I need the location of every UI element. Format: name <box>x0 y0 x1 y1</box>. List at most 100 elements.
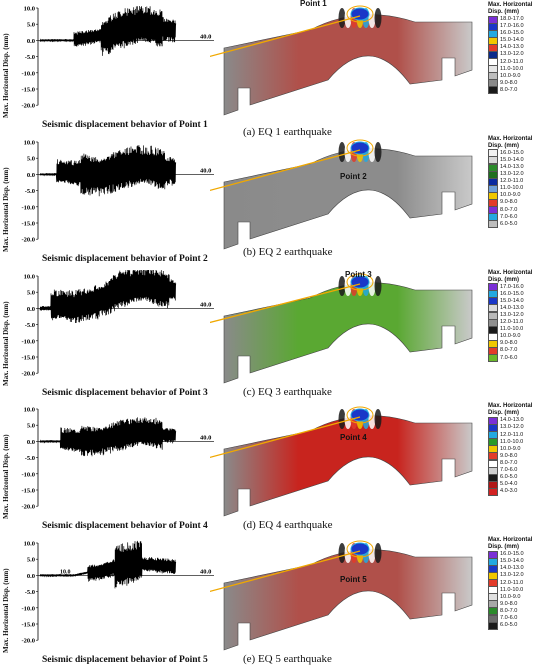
x-end-label: 40.0 <box>200 301 211 308</box>
y-tick-label: 10.0 <box>24 139 35 146</box>
legend-range-label: 16.0-15.0 <box>500 551 524 558</box>
displacement-time-plot: 10.05.00.0-5.0-10.0-15.0-20.040.010.0Tim… <box>21 541 214 645</box>
legend-item: 8.0-7.0 <box>488 86 546 95</box>
stress-band <box>344 543 352 564</box>
panel-eq-4: Max. Horizontal Disp. (mm) 10.0 5.0 0.0 -5.0… <box>0 401 550 535</box>
y-axis-label: Max. Horizontal Disp. (mm) <box>2 33 10 118</box>
legend-swatch <box>488 487 498 496</box>
legend-range-label: 13.0-12.0 <box>500 171 524 178</box>
legend-range-label: 17.0-16.0 <box>500 283 524 290</box>
legend-range-label: 12.0-11.0 <box>500 319 524 326</box>
legend-range-label: 11.0-10.0 <box>500 326 524 333</box>
bridge-model <box>210 406 473 517</box>
y-tick-label: -5.0 <box>25 322 35 329</box>
panel-eq-5: Max. Horizontal Disp. (mm) 10.0 5.0 0.0 -5.0… <box>0 535 550 669</box>
legend-title: Max. Horizontal Disp. (mm) <box>488 537 533 551</box>
y-tick-label: 0.0 <box>27 172 35 179</box>
stress-band <box>344 8 352 28</box>
x-end-label: 40.0 <box>200 569 211 576</box>
legend-range-label: 7.0-6.0 <box>500 467 518 474</box>
y-tick-label: -20.0 <box>21 103 35 110</box>
legend-title: Max. Horizontal Disp. (mm) <box>488 135 533 149</box>
point-highlight-ring <box>346 139 374 157</box>
x-end-label: 40.0 <box>200 167 211 174</box>
y-tick-label: 0.0 <box>27 439 35 446</box>
legend-swatch <box>488 86 498 95</box>
plot-title: Seismic displacement behavior of Point 2 <box>42 253 208 264</box>
y-tick-label: -5.0 <box>25 54 35 61</box>
legend-range-label: 10.0-9.0 <box>500 593 521 600</box>
y-tick-label: 10.0 <box>24 541 35 548</box>
bridge-model <box>210 273 473 384</box>
legend-range-label: 7.0-6.0 <box>500 615 518 622</box>
y-tick-label: -15.0 <box>21 220 35 227</box>
callout-arrow <box>210 282 361 323</box>
y-tick-label: 0.0 <box>27 573 35 580</box>
color-legend: Max. Horizontal Disp. (mm) 16.0-15.0 15.0-… <box>488 537 546 630</box>
y-tick-label: -15.0 <box>21 354 35 361</box>
panel-caption: (d) EQ 4 earthquake <box>243 519 333 532</box>
y-tick-label: 10.0 <box>24 6 35 13</box>
stress-band <box>338 141 346 162</box>
legend-range-label: 6.0-5.0 <box>500 220 518 227</box>
legend-range-label: 13.0-12.0 <box>500 311 524 318</box>
legend-range-label: 7.0-6.0 <box>500 213 518 220</box>
callout-arrow <box>210 149 361 191</box>
y-tick-label: 0.0 <box>27 38 35 45</box>
legend-range-label: 13.0-12.0 <box>500 51 524 58</box>
legend-range-label: 9.0-8.0 <box>500 199 518 206</box>
y-tick-label: -15.0 <box>21 622 35 629</box>
plot-title: Seismic displacement behavior of Point 4 <box>42 521 208 532</box>
stress-band <box>374 8 382 28</box>
panel-caption: (e) EQ 5 earthquake <box>243 653 332 666</box>
legend-range-label: 8.0-7.0 <box>500 347 518 354</box>
displacement-signal <box>39 144 177 196</box>
displacement-signal <box>39 5 177 56</box>
y-tick-label: -10.0 <box>21 472 35 479</box>
displacement-time-plot: 10.0 5.0 0.0 -5.0 -10.0 -15.0 -20.0 40.0 <box>21 5 214 110</box>
legend-range-label: 13.0-12.0 <box>500 424 524 431</box>
legend-range-label: 14.0-13.0 <box>500 163 524 170</box>
point-label: Point 3 <box>345 269 372 279</box>
legend-range-label: 10.0-9.0 <box>500 445 521 452</box>
y-tick-label: -10.0 <box>21 605 35 612</box>
y-tick-label: -10.0 <box>21 204 35 211</box>
callout-arrow <box>210 550 361 593</box>
y-tick-label: -10.0 <box>21 338 35 345</box>
y-tick-label: 5.0 <box>27 155 35 162</box>
bridge-body <box>223 549 473 651</box>
legend-swatch <box>488 354 498 363</box>
y-axis-label: Max. Horizontal Disp. (mm) <box>2 167 10 252</box>
point-highlight-ring <box>346 406 374 424</box>
legend-range-label: 15.0-14.0 <box>500 156 524 163</box>
stress-band <box>344 409 352 430</box>
stress-band <box>368 409 376 430</box>
stress-band <box>338 409 346 430</box>
color-legend: Max. Horizontal Disp. (mm) 14.0-13.0 13.0-… <box>488 403 546 496</box>
legend-range-label: 13.0-12.0 <box>500 572 524 579</box>
legend-range-label: 18.0-17.0 <box>500 16 524 22</box>
y-tick-label: 10.0 <box>24 407 35 414</box>
y-axis-label: Max. Horizontal Disp. (mm) <box>2 434 10 520</box>
plot-title: Seismic displacement behavior of Point 5 <box>42 655 208 666</box>
y-tick-label: 5.0 <box>27 22 35 29</box>
legend-range-label: 16.0-15.0 <box>500 149 524 156</box>
bridge-body <box>223 14 473 116</box>
legend-range-label: 6.0-5.0 <box>500 622 518 629</box>
y-tick-label: -15.0 <box>21 488 35 495</box>
y-tick-label: -20.0 <box>21 638 35 645</box>
y-tick-label: 5.0 <box>27 557 35 564</box>
stress-band <box>338 8 346 28</box>
legend-range-label: 10.0-9.0 <box>500 192 521 199</box>
y-tick-label: 5.0 <box>27 423 35 430</box>
stress-band <box>368 275 376 296</box>
point-highlight-ring <box>346 273 374 291</box>
displacement-time-plot: 10.0 5.0 0.0 -5.0 -10.0 -15.0 -20.0 40.0 <box>21 269 214 377</box>
y-axis-label: Max. Horizontal Disp. (mm) <box>2 301 10 386</box>
panel-caption: (b) EQ 2 earthquake <box>243 245 333 258</box>
bridge-body <box>223 415 473 517</box>
legend-range-label: 12.0-11.0 <box>500 579 524 586</box>
y-tick-label: -15.0 <box>21 87 35 94</box>
bridge-body <box>223 148 473 250</box>
legend-range-label: 10.0-9.0 <box>500 333 521 340</box>
